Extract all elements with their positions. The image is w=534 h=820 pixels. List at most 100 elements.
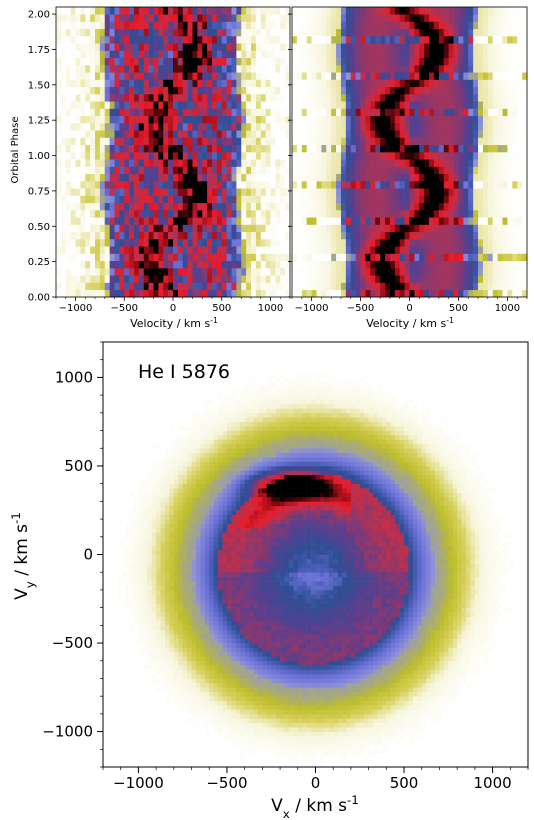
heatmap-cell — [365, 57, 371, 66]
heatmap-cell — [430, 713, 436, 719]
heatmap-cell — [394, 28, 401, 37]
heatmap-cell — [148, 231, 154, 240]
heatmap-cell — [458, 239, 464, 247]
heatmap-cell — [487, 130, 494, 138]
heatmap-cell — [316, 43, 322, 51]
heatmap-cell — [249, 740, 254, 746]
heatmap-cell — [512, 289, 518, 298]
heatmap-cell — [275, 736, 281, 741]
heatmap-cell — [95, 72, 101, 80]
heatmap-cell — [246, 268, 252, 276]
heatmap-cell — [380, 115, 386, 124]
heatmap-cell — [271, 691, 276, 697]
heatmap-cell — [197, 123, 203, 131]
heatmap-cell — [241, 159, 247, 167]
heatmap-cell — [360, 210, 366, 218]
heatmap-cell — [90, 253, 96, 262]
heatmap-cell — [280, 210, 286, 218]
heatmap-cell — [187, 246, 193, 254]
heatmap-cell — [408, 718, 414, 724]
heatmap-cell — [104, 195, 110, 204]
heatmap-cell — [306, 289, 312, 298]
heatmap-cell — [399, 7, 405, 15]
heatmap-cell — [129, 144, 135, 153]
heatmap-cell — [202, 253, 208, 262]
heatmap-cell — [75, 72, 81, 80]
heatmap-cell — [270, 253, 276, 262]
heatmap-cell — [197, 144, 203, 153]
heatmap-cell — [192, 210, 198, 218]
heatmap-cell — [433, 115, 440, 124]
heatmap-cell — [375, 57, 381, 66]
heatmap-cell — [311, 65, 317, 73]
heatmap-cell — [168, 181, 174, 189]
heatmap-cell — [202, 246, 208, 254]
heatmap-cell — [109, 65, 115, 73]
heatmap-cell — [187, 86, 193, 95]
heatmap-cell — [315, 744, 321, 750]
heatmap-cell — [321, 72, 327, 80]
heatmap-cell — [109, 253, 115, 262]
heatmap-cell — [439, 682, 445, 688]
heatmap-cell — [360, 260, 366, 269]
heatmap-cell — [433, 86, 440, 95]
heatmap-cell — [429, 246, 435, 254]
heatmap-cell — [478, 115, 484, 124]
heatmap-cell — [182, 674, 188, 679]
heatmap-cell — [301, 57, 307, 66]
heatmap-cell — [502, 282, 508, 291]
heatmap-cell — [212, 72, 218, 80]
heatmap-cell — [293, 722, 299, 728]
heatmap-cell — [360, 152, 366, 160]
heatmap-cell — [311, 705, 316, 710]
heatmap-cell — [235, 740, 241, 746]
heatmap-cell — [148, 21, 154, 30]
heatmap-cell — [251, 86, 257, 95]
heatmap-cell — [386, 718, 392, 724]
heatmap-cell — [134, 7, 140, 15]
heatmap-cell — [262, 705, 268, 710]
heatmap-cell — [249, 682, 254, 688]
heatmap-cell — [249, 700, 254, 706]
heatmap-cell — [328, 727, 334, 732]
heatmap-cell — [270, 50, 276, 59]
heatmap-cell — [178, 691, 183, 697]
heatmap-cell — [345, 239, 352, 247]
heatmap-cell — [512, 195, 518, 204]
heatmap-cell — [158, 137, 164, 146]
heatmap-cell — [395, 731, 400, 737]
heatmap-cell — [409, 72, 415, 80]
heatmap-cell — [138, 224, 145, 233]
heatmap-cell — [346, 700, 352, 706]
heatmap-cell — [424, 173, 430, 182]
heatmap-cell — [109, 36, 115, 44]
heatmap-cell — [158, 36, 164, 44]
heatmap-cell — [221, 43, 227, 51]
heatmap-cell — [158, 246, 164, 254]
heatmap-cell — [114, 57, 120, 66]
heatmap-cell — [265, 123, 271, 131]
heatmap-cell — [360, 173, 366, 182]
heatmap-cell — [90, 246, 96, 254]
heatmap-cell — [56, 152, 62, 160]
heatmap-cell — [386, 722, 392, 728]
heatmap-cell — [419, 86, 425, 95]
heatmap-cell — [80, 43, 86, 51]
heatmap-cell — [255, 173, 262, 182]
heatmap-cell — [119, 21, 125, 30]
heatmap-cell — [56, 253, 62, 262]
heatmap-cell — [75, 137, 81, 146]
heatmap-cell — [158, 21, 164, 30]
heatmap-cell — [336, 144, 342, 153]
heatmap-cell — [260, 36, 266, 44]
heatmap-cell — [350, 753, 356, 759]
heatmap-cell — [197, 94, 203, 102]
heatmap-cell — [207, 79, 213, 88]
heatmap-cell — [109, 86, 115, 95]
heatmap-cell — [463, 65, 469, 73]
heatmap-cell — [80, 217, 86, 225]
heatmap-cell — [292, 28, 298, 37]
heatmap-cell — [301, 130, 307, 138]
heatmap-cell — [375, 123, 381, 131]
heatmap-cell — [138, 166, 145, 175]
